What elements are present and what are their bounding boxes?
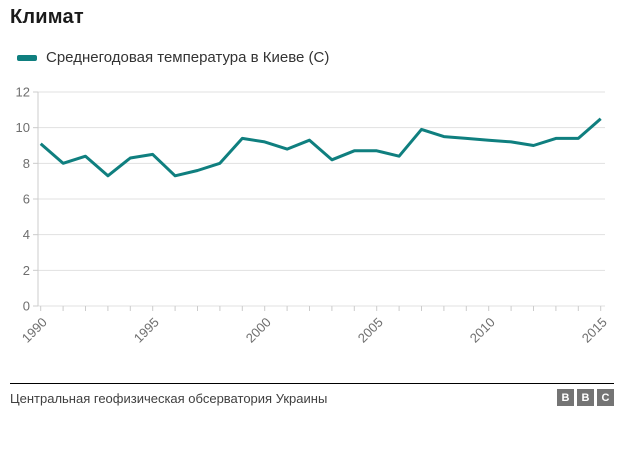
x-tick-label: 2005 bbox=[355, 315, 386, 346]
y-tick-label: 2 bbox=[23, 263, 30, 278]
y-tick-label: 10 bbox=[16, 120, 30, 135]
y-tick-label: 8 bbox=[23, 156, 30, 171]
y-tick-label: 12 bbox=[16, 85, 30, 100]
x-tick-label: 1990 bbox=[19, 315, 50, 346]
bbc-logo: B B C bbox=[557, 389, 614, 406]
footer-divider bbox=[10, 383, 614, 384]
line-chart-svg: 0 2 4 6 8 10 12 1990 1995 2000 2005 2010 2015 bbox=[16, 85, 610, 346]
legend-line-swatch bbox=[17, 54, 37, 61]
chart-title: Климат bbox=[10, 6, 84, 28]
x-tick-label: 2015 bbox=[579, 315, 610, 346]
x-tick-label: 2010 bbox=[467, 315, 498, 346]
chart-legend: Среднегодовая температура в Киеве (C) bbox=[17, 49, 329, 66]
source-attribution: Центральная геофизическая обсерватория У… bbox=[10, 391, 328, 406]
x-tick-label: 2000 bbox=[243, 315, 274, 346]
y-tick-label: 4 bbox=[23, 227, 30, 242]
bbc-logo-block: B bbox=[577, 389, 594, 406]
y-tick-label: 6 bbox=[23, 192, 30, 207]
temperature-line bbox=[39, 117, 602, 178]
x-tick-label: 1995 bbox=[131, 315, 162, 346]
legend-series-label: Среднегодовая температура в Киеве (C) bbox=[46, 49, 330, 66]
bbc-logo-block: B bbox=[557, 389, 574, 406]
y-tick-label: 0 bbox=[23, 299, 30, 314]
bbc-logo-block: C bbox=[597, 389, 614, 406]
